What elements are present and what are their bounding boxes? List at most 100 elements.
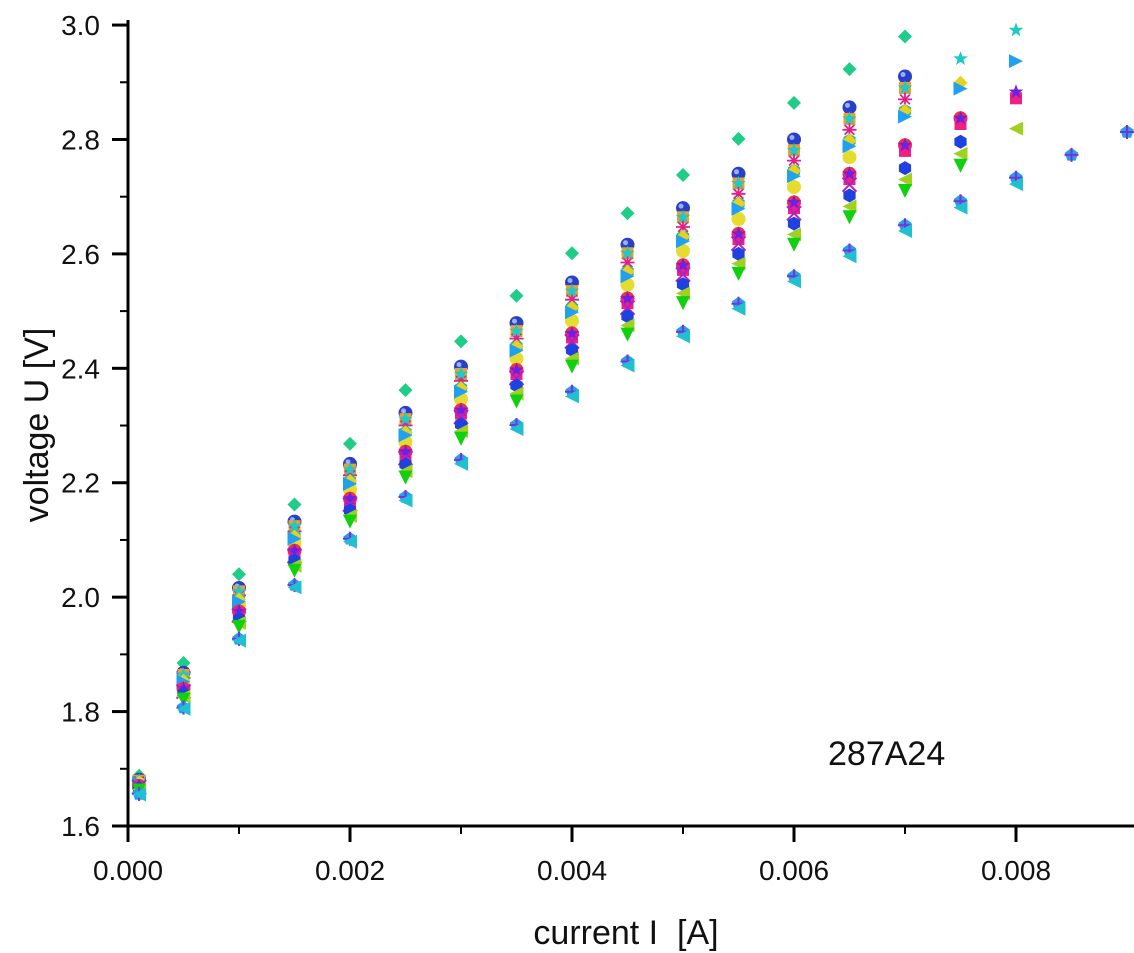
data-point-purple-star [509, 362, 524, 377]
data-point-purple-plus [1120, 125, 1134, 139]
y-tick-label: 1.6 [61, 811, 100, 842]
data-point-yellow-circle [731, 212, 746, 226]
series-blue-hexagon [133, 134, 967, 796]
data-point-purple-cross [675, 266, 691, 283]
data-point-cyan-left-triangle [454, 456, 468, 471]
data-point-magenta-asterisk [620, 255, 635, 270]
data-point-cyan-star [287, 518, 302, 533]
data-point-green-diamond [842, 62, 857, 77]
data-point-cyan-star [231, 583, 247, 598]
data-point-blue-hexagon [732, 246, 745, 261]
data-point-cyan-left-triangle [132, 787, 147, 802]
data-point-blue-hexagon [787, 216, 801, 231]
axes [126, 20, 1134, 828]
data-point-blue-ball [842, 100, 857, 115]
x-axis-title: current I [A] [533, 914, 718, 952]
x-tick-label: 0.006 [759, 855, 829, 886]
data-point-blue-right-triangle [454, 384, 468, 399]
data-point-purple-star [342, 491, 358, 505]
x-tick-label: 0.002 [315, 855, 385, 886]
data-point-purple-star [1008, 84, 1024, 99]
data-point-green-diamond [398, 383, 413, 398]
data-point-blue-ball [898, 69, 912, 84]
data-point-green-down-triangle [676, 296, 690, 311]
data-point-blue-right-triangle [232, 594, 246, 609]
data-point-cyan-star [897, 80, 913, 95]
data-point-green-diamond [176, 656, 191, 670]
data-point-blue-right-triangle [620, 269, 635, 284]
data-point-blue-hexagon [621, 309, 634, 324]
data-point-green-down-triangle [620, 327, 635, 342]
series-pink-square [133, 92, 1022, 793]
data-point-blue-ball [731, 166, 746, 181]
series-blue-right-triangle [132, 54, 1023, 791]
data-point-purple-star [287, 543, 302, 557]
data-point-purple-star [398, 444, 413, 458]
series-green-diamond [132, 29, 912, 783]
y-tick-label: 2.4 [61, 353, 100, 384]
data-point-cyan-star [342, 461, 358, 476]
data-point-cyan-star [564, 283, 580, 298]
data-point-purple-star [842, 166, 857, 180]
data-point-green-diamond [676, 168, 690, 182]
data-point-magenta-asterisk [454, 373, 468, 388]
data-point-cyan-star [953, 51, 968, 65]
data-point-green-down-triangle [287, 563, 302, 578]
data-point-lime-left-triangle [953, 146, 968, 161]
data-point-cyan-left-triangle [398, 493, 413, 508]
x-tick-label: 0.004 [537, 855, 607, 886]
data-point-magenta-asterisk [676, 220, 690, 234]
data-point-cyan-left-triangle [232, 633, 246, 648]
data-point-green-down-triangle [343, 514, 357, 529]
data-point-lime-left-triangle [1009, 121, 1023, 136]
data-point-green-diamond [565, 246, 579, 261]
data-point-cyan-star [786, 142, 802, 157]
data-point-cyan-star [842, 111, 857, 126]
data-point-cyan-left-triangle [1009, 177, 1023, 192]
data-point-cyan-left-triangle [509, 422, 524, 436]
data-point-blue-right-triangle [898, 109, 912, 124]
data-point-blue-right-triangle [343, 476, 357, 491]
data-point-blue-hexagon [843, 188, 856, 203]
data-point-green-diamond [343, 436, 357, 451]
data-point-yellow-circle [842, 150, 857, 165]
series-yellow-diamond [132, 75, 968, 790]
data-point-green-down-triangle [898, 184, 912, 198]
chart-annotation: 287A24 [828, 735, 945, 773]
series-purple-cross [131, 176, 858, 795]
data-point-purple-plus [1064, 147, 1079, 162]
data-point-cyan-star [398, 411, 413, 426]
data-point-cyan-left-triangle [676, 329, 690, 344]
data-point-cyan-left-triangle [287, 580, 302, 595]
data-point-purple-cross [841, 176, 858, 193]
series-green-down-triangle [132, 158, 968, 798]
data-point-green-diamond [454, 334, 468, 349]
data-point-green-diamond [232, 567, 246, 582]
data-point-blue-hexagon [676, 277, 690, 292]
data-point-cyan-left-triangle [842, 249, 857, 264]
series-lightblue-pentagon [132, 125, 1134, 800]
data-point-green-diamond [787, 95, 801, 110]
data-point-cyan-left-triangle [787, 274, 801, 289]
data-point-magenta-asterisk [787, 153, 801, 168]
data-point-cyan-star [453, 366, 469, 381]
data-point-cyan-left-triangle [620, 358, 635, 373]
ticks: 0.000 0.002 0.004 0.006 0.008 1.6 1.8 2.0 2.2 2.4… [61, 10, 1051, 886]
data-point-green-diamond [287, 497, 302, 512]
data-point-green-down-triangle [842, 210, 857, 225]
data-point-cyan-star [675, 209, 691, 224]
series-red-circle [132, 111, 968, 793]
data-point-purple-cross [730, 235, 747, 252]
data-point-green-down-triangle [565, 359, 579, 374]
data-point-blue-right-triangle [842, 139, 857, 154]
data-point-green-down-triangle [398, 470, 413, 485]
y-tick-label: 2.6 [61, 239, 100, 270]
series-lime-left-triangle [132, 121, 1023, 797]
data-point-cyan-left-triangle [953, 200, 968, 215]
data-point-green-down-triangle [787, 237, 801, 252]
y-tick-label: 2.0 [61, 582, 100, 613]
data-point-purple-star [620, 290, 635, 305]
y-tick-label: 3.0 [61, 10, 100, 41]
data-point-lime-left-triangle [842, 199, 857, 214]
